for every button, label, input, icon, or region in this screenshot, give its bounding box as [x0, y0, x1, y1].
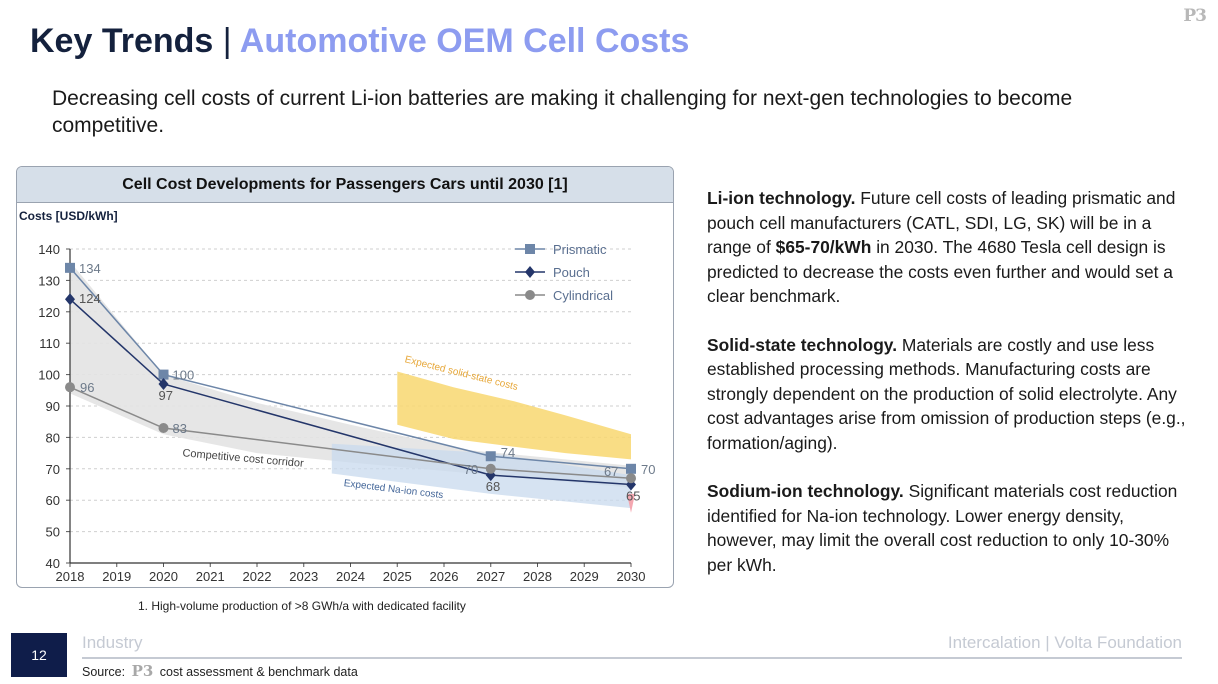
y-tick-label: 60	[46, 493, 60, 508]
y-tick-label: 80	[46, 430, 60, 445]
section-sodium-ion-text: Significant materials cost reduction ide…	[707, 481, 1178, 575]
data-label-prismatic: 134	[79, 261, 101, 276]
marker-cylindrical	[65, 382, 75, 393]
section-sodium-ion-title: Sodium-ion technology.	[707, 481, 904, 501]
title-accent: Automotive OEM Cell Costs	[239, 22, 690, 60]
source-text: cost assessment & benchmark data	[159, 665, 358, 679]
title-separator: |	[222, 22, 232, 60]
x-tick-label: 2024	[336, 569, 365, 584]
marker-pouch	[158, 378, 169, 391]
page-subtitle: Decreasing cell costs of current Li-ion …	[52, 87, 1073, 137]
x-tick-label: 2027	[476, 569, 505, 584]
chart-panel: Cell Cost Developments for Passengers Ca…	[16, 166, 674, 588]
legend-label-pouch: Pouch	[553, 265, 590, 280]
decrease-arrow	[627, 493, 635, 513]
section-li-ion-text-end: in 2030. The 4680 Tesla cell design is p…	[707, 237, 1173, 306]
data-label-cylindrical: 70	[464, 462, 478, 477]
marker-prismatic	[485, 451, 496, 462]
series-line-prismatic	[69, 267, 632, 470]
marker-cylindrical	[525, 290, 535, 300]
series-line-pouch	[69, 298, 632, 486]
section-solid-state-title: Solid-state technology.	[707, 334, 898, 355]
x-tick-label: 2018	[56, 569, 85, 584]
marker-prismatic	[158, 369, 169, 380]
p3-logo: P3	[1183, 6, 1207, 26]
x-tick-label: 2022	[243, 569, 272, 584]
marker-cylindrical	[485, 463, 496, 474]
marker-pouch	[525, 266, 535, 278]
data-label-pouch: 68	[486, 479, 500, 494]
y-tick-label: 110	[39, 336, 60, 351]
series-line-cylindrical	[69, 386, 632, 479]
footer-brand: Intercalation | Volta Foundation	[947, 633, 1182, 652]
data-label-pouch: 124	[79, 291, 101, 306]
x-tick-label: 2021	[196, 569, 225, 584]
source-prefix: Source:	[82, 665, 126, 679]
legend-label-cylindrical: Cylindrical	[553, 288, 613, 303]
x-tick-label: 2020	[149, 569, 178, 584]
data-label-cylindrical: 96	[80, 380, 94, 395]
page-number: 12	[11, 633, 67, 677]
data-label-cylindrical: 83	[173, 421, 187, 436]
footnote: 1. High-volume production of >8 GWh/a wi…	[138, 599, 466, 613]
y-axis-label: Costs [USD/kWh]	[19, 209, 118, 223]
y-tick-label: 50	[46, 525, 60, 540]
section-sodium-ion: Sodium-ion technology. Significant mater…	[707, 479, 1197, 577]
x-tick-label: 2028	[523, 569, 552, 584]
chart-title: Cell Cost Developments for Passengers Ca…	[17, 167, 673, 203]
commentary: Li-ion technology. Future cell costs of …	[707, 186, 1197, 601]
x-tick-label: 2025	[383, 569, 412, 584]
source-logo: P3	[131, 662, 154, 680]
marker-cylindrical	[626, 473, 636, 484]
marker-cylindrical	[158, 422, 169, 433]
y-tick-label: 100	[38, 368, 60, 383]
solid-state-band	[397, 371, 631, 460]
y-tick-label: 70	[46, 462, 60, 477]
section-li-ion-title: Li-ion technology.	[707, 188, 856, 208]
section-li-ion-highlight: $65-70/kWh	[775, 237, 872, 257]
section-li-ion: Li-ion technology. Future cell costs of …	[707, 186, 1197, 309]
data-label-prismatic: 100	[173, 368, 195, 383]
na-ion-band	[331, 443, 631, 509]
marker-prismatic	[65, 262, 75, 273]
footer-divider	[82, 657, 1182, 659]
page-title: Key Trends | Automotive OEM Cell Costs	[30, 22, 689, 61]
data-label-pouch: 97	[159, 388, 173, 403]
footer-section: Industry	[82, 633, 143, 652]
data-label-prismatic: 74	[501, 445, 515, 460]
x-tick-label: 2023	[289, 569, 318, 584]
x-tick-label: 2019	[102, 569, 131, 584]
marker-prismatic	[626, 463, 636, 474]
section-solid-state: Solid-state technology. Materials are co…	[707, 333, 1197, 456]
marker-pouch	[65, 293, 75, 306]
cost-chart: 40 50 60 70 80 90 100 110 120 130 140 2018 2019 2020 2…	[19, 209, 655, 584]
x-tick-label: 2029	[570, 569, 599, 584]
y-tick-label: 130	[38, 273, 60, 288]
title-main: Key Trends	[30, 22, 214, 60]
competitive-cost-corridor	[70, 261, 631, 488]
y-tick-label: 120	[38, 305, 60, 320]
data-label-prismatic: 70	[641, 462, 655, 477]
y-tick-label: 90	[46, 399, 60, 414]
marker-prismatic	[525, 244, 535, 254]
data-label-pouch: 65	[626, 489, 640, 504]
section-solid-state-text: Materials are costly and use less establ…	[707, 334, 1186, 453]
x-tick-label: 2026	[430, 569, 459, 584]
y-tick-label: 140	[38, 242, 60, 257]
section-li-ion-text: Future cell costs of leading prismatic a…	[707, 188, 1176, 257]
legend-label-prismatic: Prismatic	[553, 242, 607, 257]
x-tick-label: 2030	[617, 569, 646, 584]
source-line: Source: P3 cost assessment & benchmark d…	[82, 662, 358, 680]
y-tick-label: 40	[46, 556, 60, 571]
data-label-cylindrical: 67	[604, 464, 618, 479]
